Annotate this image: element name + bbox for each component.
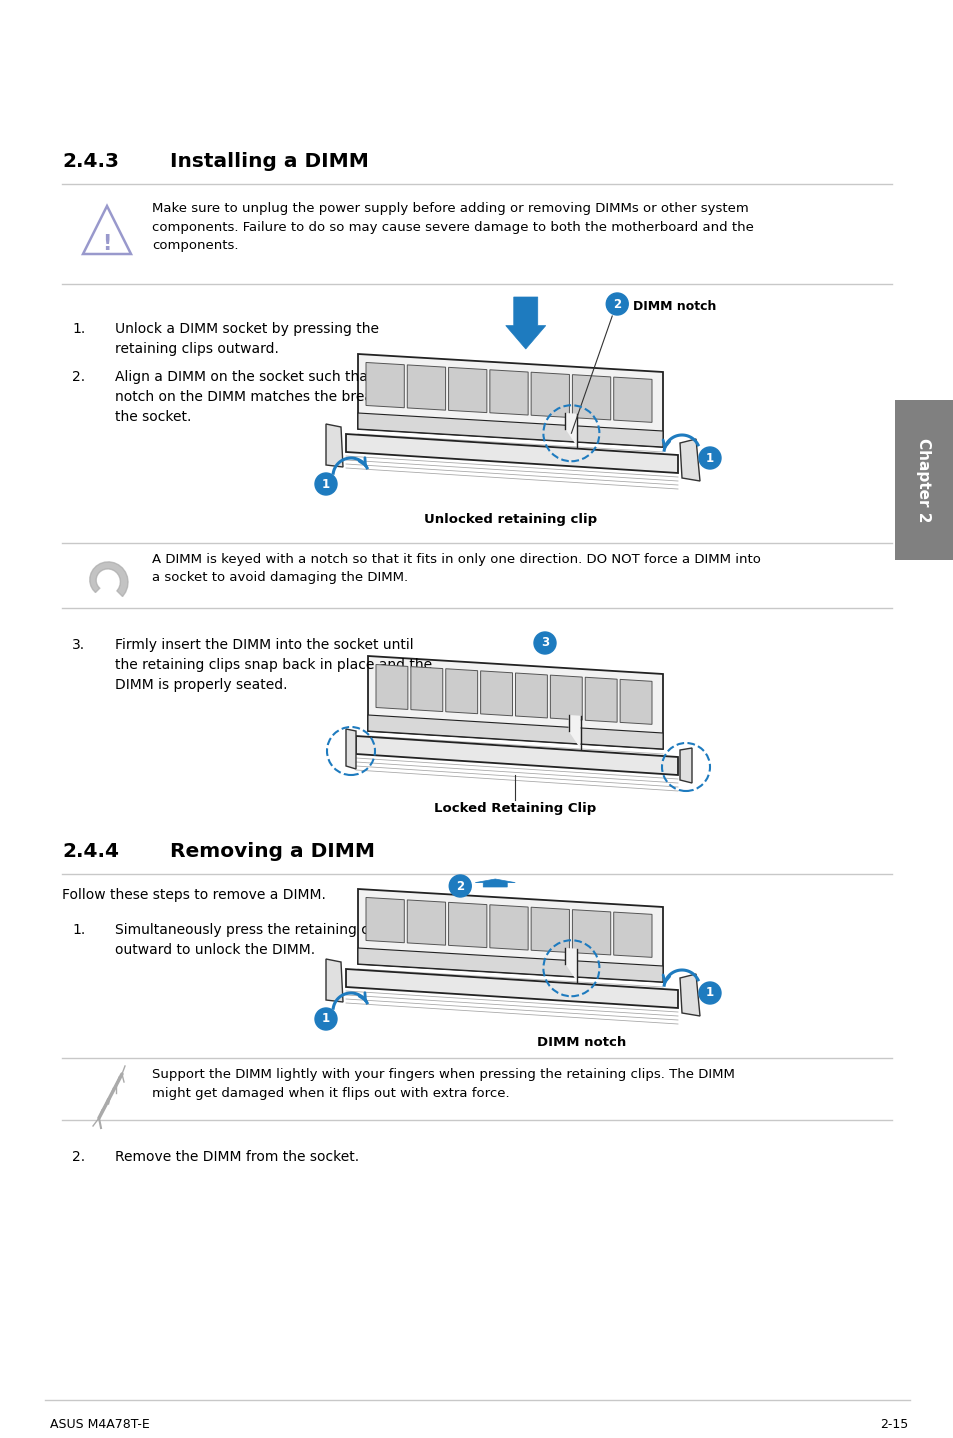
Polygon shape [619,679,651,725]
Text: Unlock a DIMM socket by pressing the
retaining clips outward.: Unlock a DIMM socket by pressing the ret… [115,322,378,357]
Text: !: ! [102,234,112,255]
Polygon shape [565,948,577,982]
Text: 1: 1 [321,1012,330,1025]
Text: 2.: 2. [71,1150,85,1163]
Polygon shape [475,879,515,887]
Polygon shape [368,656,662,749]
Polygon shape [489,370,528,416]
Text: Removing a DIMM: Removing a DIMM [170,843,375,861]
Text: Firmly insert the DIMM into the socket until
the retaining clips snap back in pl: Firmly insert the DIMM into the socket u… [115,638,432,692]
Polygon shape [375,664,408,709]
Text: Locked Retaining Clip: Locked Retaining Clip [434,802,596,815]
Text: Support the DIMM lightly with your fingers when pressing the retaining clips. Th: Support the DIMM lightly with your finge… [152,1068,734,1100]
Polygon shape [489,905,528,951]
Polygon shape [346,434,678,473]
Polygon shape [448,367,486,413]
Circle shape [699,982,720,1004]
Circle shape [449,874,471,897]
Text: Chapter 2: Chapter 2 [916,437,930,522]
Text: 3.: 3. [71,638,85,651]
Text: A DIMM is keyed with a notch so that it fits in only one direction. DO NOT force: A DIMM is keyed with a notch so that it … [152,554,760,584]
Polygon shape [613,912,651,958]
Text: 1: 1 [705,452,713,464]
Polygon shape [531,907,569,952]
Text: 1: 1 [321,477,330,490]
Polygon shape [572,910,610,955]
Polygon shape [407,900,445,945]
Circle shape [314,1008,336,1030]
Polygon shape [531,372,569,417]
Polygon shape [357,889,662,982]
Polygon shape [894,400,953,559]
Polygon shape [445,669,477,713]
Polygon shape [480,672,512,716]
Circle shape [314,473,336,495]
Text: 1: 1 [705,986,713,999]
Text: 2-15: 2-15 [879,1418,907,1431]
Text: Installing a DIMM: Installing a DIMM [170,152,369,171]
Polygon shape [366,897,404,943]
Polygon shape [357,413,662,447]
Circle shape [699,447,720,469]
Polygon shape [357,354,662,447]
Text: 2: 2 [613,298,620,311]
Text: 1.: 1. [71,923,85,938]
Polygon shape [355,736,678,775]
Text: Unlocked retaining clip: Unlocked retaining clip [423,513,597,526]
Text: Remove the DIMM from the socket.: Remove the DIMM from the socket. [115,1150,358,1163]
Polygon shape [679,439,700,480]
Polygon shape [326,959,343,1002]
Polygon shape [572,375,610,420]
Text: 2.4.4: 2.4.4 [62,843,119,861]
Polygon shape [568,715,580,749]
Polygon shape [411,667,442,712]
Polygon shape [346,729,355,769]
Polygon shape [448,903,486,948]
Polygon shape [505,298,545,349]
Text: Align a DIMM on the socket such that the
notch on the DIMM matches the break on
: Align a DIMM on the socket such that the… [115,370,402,424]
Text: 3: 3 [540,637,549,650]
Circle shape [605,293,628,315]
Text: 1.: 1. [71,322,85,336]
Text: 2.4.3: 2.4.3 [62,152,119,171]
Polygon shape [679,974,700,1017]
Polygon shape [368,715,662,749]
Text: DIMM notch: DIMM notch [633,299,716,312]
Polygon shape [407,365,445,410]
Polygon shape [679,748,691,784]
Polygon shape [613,377,651,423]
Polygon shape [515,673,547,718]
Polygon shape [90,562,128,597]
Text: Follow these steps to remove a DIMM.: Follow these steps to remove a DIMM. [62,889,326,902]
Text: 2: 2 [456,880,464,893]
Polygon shape [584,677,617,722]
Polygon shape [326,424,343,467]
Text: Make sure to unplug the power supply before adding or removing DIMMs or other sy: Make sure to unplug the power supply bef… [152,201,753,252]
Polygon shape [565,413,577,447]
Polygon shape [346,969,678,1008]
Polygon shape [366,362,404,408]
Text: Simultaneously press the retaining clips
outward to unlock the DIMM.: Simultaneously press the retaining clips… [115,923,393,958]
Text: ASUS M4A78T-E: ASUS M4A78T-E [50,1418,150,1431]
Text: DIMM notch: DIMM notch [537,1035,625,1048]
Polygon shape [550,674,581,720]
Circle shape [534,631,556,654]
Text: 2.: 2. [71,370,85,384]
Polygon shape [357,948,662,982]
